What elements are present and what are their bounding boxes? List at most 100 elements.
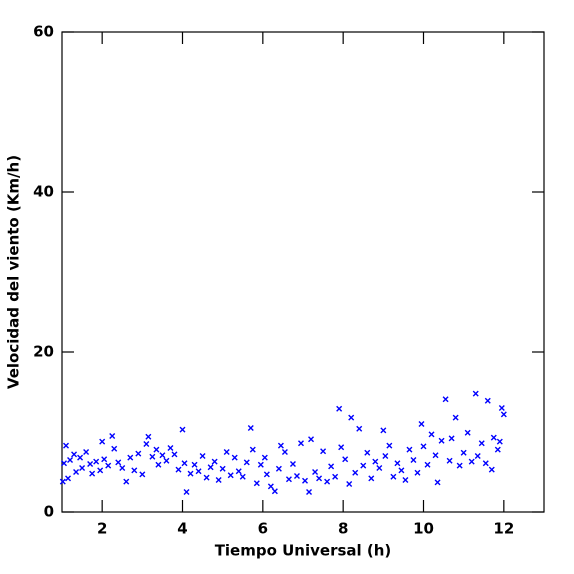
point <box>61 460 68 467</box>
plot-frame <box>61 31 545 513</box>
point <box>111 445 118 452</box>
point <box>490 434 497 441</box>
point <box>338 444 345 451</box>
point <box>328 463 335 470</box>
point <box>478 440 485 447</box>
point <box>239 473 246 480</box>
point <box>271 488 278 495</box>
point <box>382 453 389 459</box>
point <box>257 461 264 468</box>
point <box>414 469 421 476</box>
point <box>145 433 152 440</box>
point <box>253 480 260 487</box>
point <box>424 461 431 468</box>
point <box>442 396 449 403</box>
point <box>277 442 284 449</box>
point <box>159 452 166 459</box>
point <box>289 461 296 467</box>
x-axis-label: Tiempo Universal (h) <box>215 542 392 560</box>
point <box>434 479 441 486</box>
point <box>143 441 150 447</box>
point <box>71 451 78 458</box>
point <box>227 472 234 479</box>
point <box>306 489 313 495</box>
point <box>332 473 339 480</box>
point <box>468 458 475 465</box>
point <box>211 458 218 465</box>
point <box>446 457 453 464</box>
point <box>249 446 256 453</box>
point <box>183 489 190 495</box>
point <box>484 397 491 404</box>
point <box>324 478 331 485</box>
point <box>342 456 349 463</box>
point <box>101 456 108 463</box>
point <box>472 390 479 397</box>
point <box>167 445 174 451</box>
point <box>482 460 489 467</box>
point <box>63 442 70 449</box>
point <box>163 457 170 464</box>
x-tick-label: 12 <box>493 520 514 538</box>
point <box>488 466 495 473</box>
point <box>59 478 66 485</box>
point <box>285 476 292 483</box>
point <box>360 462 367 469</box>
point <box>115 459 122 466</box>
point <box>402 477 409 483</box>
point <box>452 414 459 421</box>
y-tick-label: 20 <box>33 343 54 361</box>
y-tick-label: 0 <box>44 503 54 521</box>
point <box>428 431 435 438</box>
point <box>175 466 182 473</box>
point <box>494 446 501 453</box>
point <box>87 461 94 467</box>
point <box>139 471 146 478</box>
point <box>199 453 206 459</box>
point <box>261 454 268 461</box>
point <box>127 454 134 461</box>
point <box>263 471 270 478</box>
point <box>368 475 375 482</box>
point <box>109 433 116 439</box>
point <box>97 467 104 474</box>
point <box>99 438 106 445</box>
y-tick-label: 40 <box>33 183 54 201</box>
x-tick-label: 2 <box>97 520 107 538</box>
point <box>65 475 72 482</box>
point <box>448 435 455 442</box>
point <box>153 446 160 453</box>
point <box>308 436 315 443</box>
point <box>376 465 383 471</box>
point <box>281 449 288 455</box>
point <box>372 458 379 465</box>
point <box>406 446 413 453</box>
point <box>316 475 323 482</box>
point <box>432 452 439 459</box>
point <box>67 457 74 463</box>
point <box>364 449 371 456</box>
x-tick-label: 6 <box>258 520 268 538</box>
point <box>438 437 445 444</box>
point <box>420 443 427 450</box>
point <box>398 467 405 474</box>
point <box>496 438 503 445</box>
point <box>73 469 80 475</box>
point <box>267 483 274 490</box>
point <box>243 459 250 466</box>
point <box>456 462 463 469</box>
point <box>195 468 202 475</box>
point <box>348 414 355 421</box>
point <box>235 468 242 475</box>
point <box>297 440 304 447</box>
point <box>155 461 162 468</box>
point <box>386 442 393 449</box>
point <box>187 470 194 477</box>
point <box>390 473 397 480</box>
point <box>123 478 130 485</box>
point <box>380 427 387 434</box>
point <box>474 453 481 459</box>
point <box>207 464 214 471</box>
point <box>89 470 96 477</box>
